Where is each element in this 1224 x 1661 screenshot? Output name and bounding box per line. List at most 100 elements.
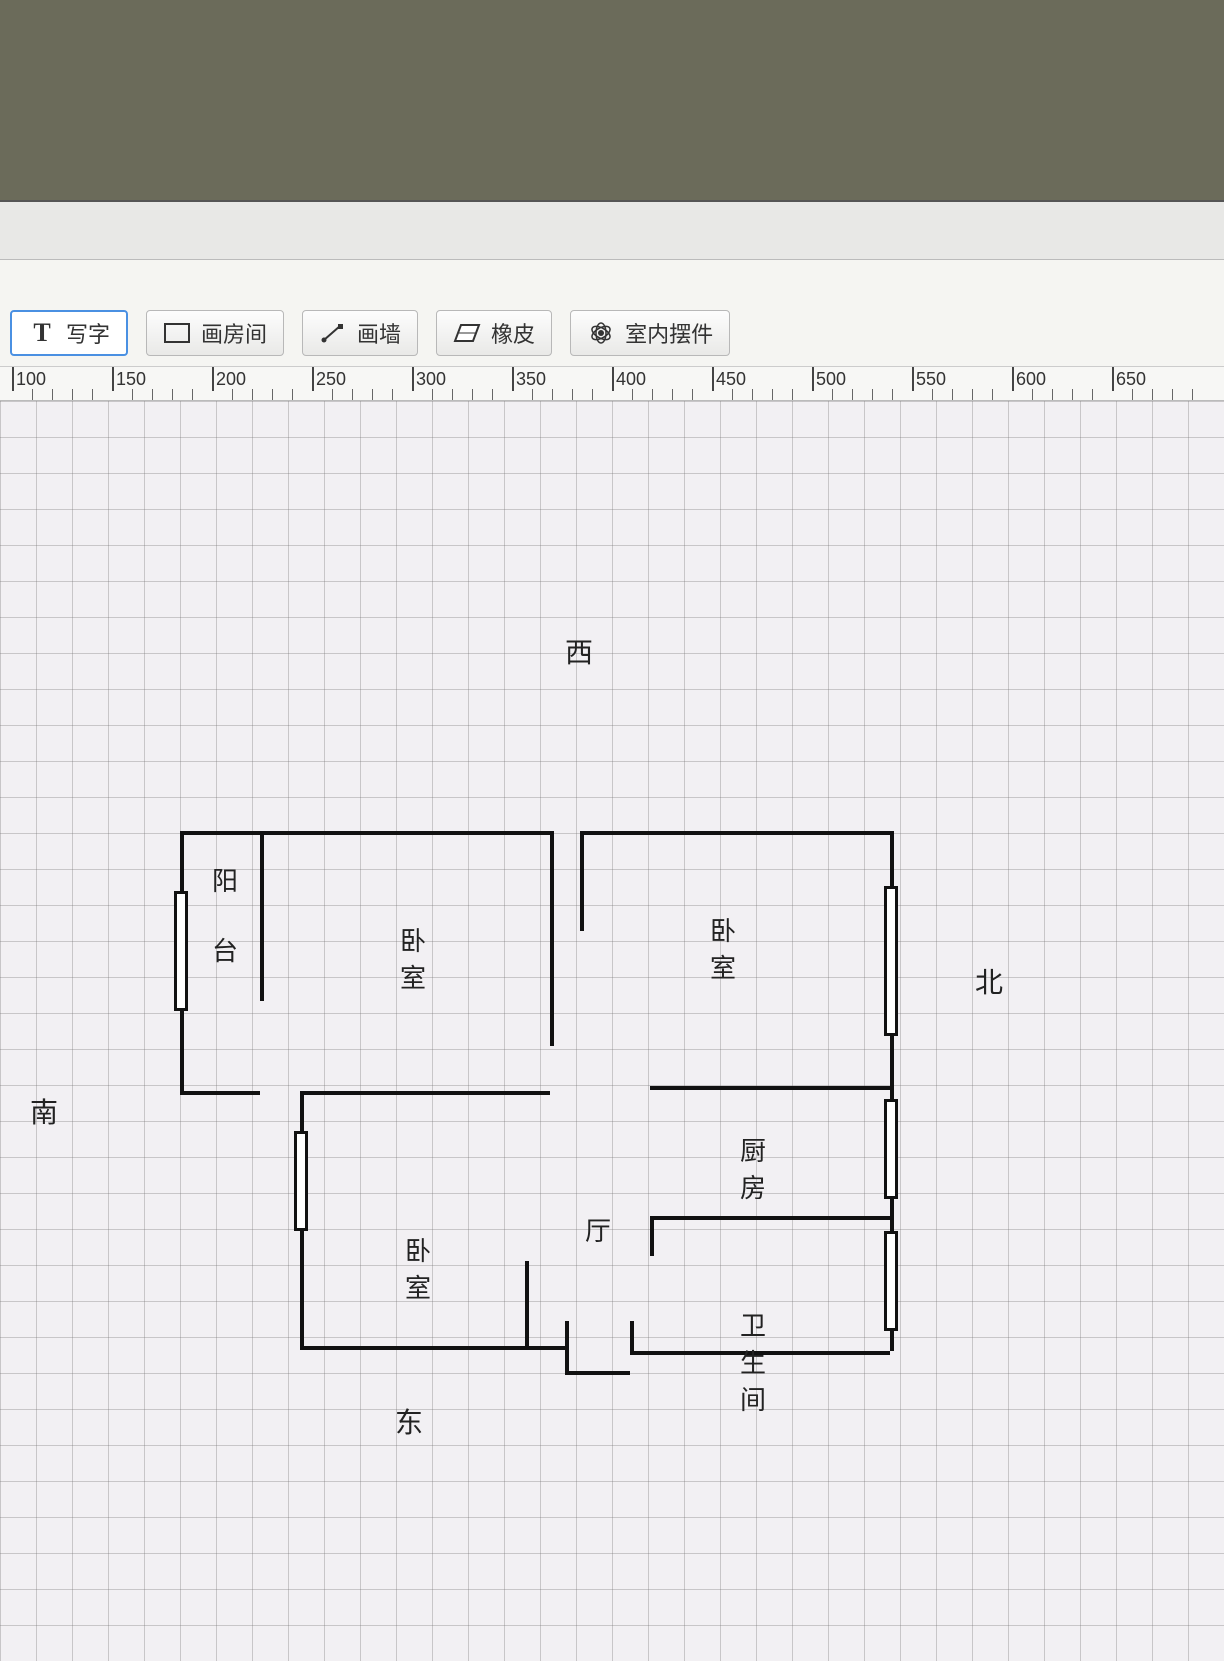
wall-segment[interactable] — [300, 1091, 550, 1095]
wall-segment[interactable] — [260, 831, 264, 1001]
wall-tool-button[interactable]: 画墙 — [302, 310, 418, 356]
ruler-minor-tick — [32, 389, 33, 401]
ruler-minor-tick — [552, 389, 553, 401]
ruler-minor-tick — [192, 389, 193, 401]
wall-segment[interactable] — [650, 1086, 890, 1090]
window-marker[interactable] — [174, 891, 188, 1011]
ruler-tick-label: 350 — [516, 369, 546, 390]
tool-label: 写字 — [66, 317, 110, 349]
window-marker[interactable] — [884, 1099, 898, 1199]
room-label[interactable]: 厅 — [585, 1211, 611, 1248]
ruler-minor-tick — [392, 389, 393, 401]
ruler-minor-tick — [132, 389, 133, 401]
ruler-minor-tick — [292, 389, 293, 401]
toolbar: T 写字 画房间 画墙 橡皮 — [10, 310, 1214, 356]
text-tool-button[interactable]: T 写字 — [10, 310, 128, 356]
ruler-minor-tick — [832, 389, 833, 401]
ruler-minor-tick — [1052, 389, 1053, 401]
ruler-minor-tick — [992, 389, 993, 401]
ruler-tick-label: 550 — [916, 369, 946, 390]
ruler-minor-tick — [352, 389, 353, 401]
ruler-minor-tick — [472, 389, 473, 401]
window-marker[interactable] — [294, 1131, 308, 1231]
rectangle-icon — [163, 321, 191, 345]
wall-segment[interactable] — [630, 1321, 634, 1351]
ruler-tick-label: 100 — [16, 369, 46, 390]
ruler-minor-tick — [772, 389, 773, 401]
ruler-minor-tick — [672, 389, 673, 401]
eraser-icon — [453, 321, 481, 345]
wall-line-icon — [319, 321, 347, 345]
window-marker[interactable] — [884, 886, 898, 1036]
ruler-minor-tick — [332, 389, 333, 401]
wall-segment[interactable] — [180, 1091, 260, 1095]
ruler-minor-tick — [1172, 389, 1173, 401]
room-tool-button[interactable]: 画房间 — [146, 310, 284, 356]
room-label[interactable]: 台 — [212, 931, 238, 968]
ruler-minor-tick — [972, 389, 973, 401]
horizontal-ruler: 100150200250300350400450500550600650 — [0, 367, 1224, 401]
wall-segment[interactable] — [180, 831, 550, 835]
wall-segment[interactable] — [650, 1216, 890, 1220]
compass-south: 南 — [30, 1091, 58, 1131]
ruler-tick-label: 150 — [116, 369, 146, 390]
ruler-minor-tick — [152, 389, 153, 401]
ruler-minor-tick — [872, 389, 873, 401]
wall-segment[interactable] — [580, 831, 584, 931]
tool-label: 画墙 — [357, 317, 401, 349]
room-label[interactable]: 厨房 — [740, 1131, 766, 1205]
window-titlebar — [0, 200, 1224, 260]
tool-label: 橡皮 — [491, 317, 535, 349]
ruler-minor-tick — [492, 389, 493, 401]
room-label[interactable]: 卧室 — [405, 1231, 431, 1305]
ruler-minor-tick — [692, 389, 693, 401]
ruler-minor-tick — [932, 389, 933, 401]
drawing-canvas[interactable]: 西 北 南 东 阳台卧室卧室卧室厅厨房卫生间 — [0, 401, 1224, 1661]
ruler-minor-tick — [1032, 389, 1033, 401]
ruler-minor-tick — [532, 389, 533, 401]
wall-segment[interactable] — [550, 831, 554, 1046]
tool-label: 画房间 — [201, 317, 267, 349]
ruler-tick-label: 650 — [1116, 369, 1146, 390]
wall-segment[interactable] — [580, 831, 890, 835]
ruler-minor-tick — [632, 389, 633, 401]
toolbar-region: T 写字 画房间 画墙 橡皮 — [0, 260, 1224, 367]
ruler-minor-tick — [1192, 389, 1193, 401]
wall-segment[interactable] — [525, 1261, 529, 1346]
ruler-tick-label: 450 — [716, 369, 746, 390]
ruler-tick-label: 400 — [616, 369, 646, 390]
compass-east: 东 — [395, 1401, 423, 1441]
ruler-minor-tick — [1152, 389, 1153, 401]
ruler-minor-tick — [1072, 389, 1073, 401]
ruler-minor-tick — [252, 389, 253, 401]
ruler-minor-tick — [732, 389, 733, 401]
ruler-minor-tick — [1132, 389, 1133, 401]
tool-label: 室内摆件 — [625, 317, 713, 349]
ruler-tick-label: 600 — [1016, 369, 1046, 390]
compass-west: 西 — [565, 631, 593, 671]
ruler-minor-tick — [752, 389, 753, 401]
text-icon: T — [28, 321, 56, 345]
ruler-tick-label: 200 — [216, 369, 246, 390]
wall-segment[interactable] — [300, 1346, 565, 1350]
ruler-tick-label: 500 — [816, 369, 846, 390]
ruler-minor-tick — [432, 389, 433, 401]
room-label[interactable]: 卫生间 — [740, 1306, 766, 1417]
room-label[interactable]: 阳 — [212, 861, 238, 898]
room-label[interactable]: 卧室 — [710, 911, 736, 985]
room-label[interactable]: 卧室 — [400, 921, 426, 995]
ruler-minor-tick — [172, 389, 173, 401]
eraser-tool-button[interactable]: 橡皮 — [436, 310, 552, 356]
wall-segment[interactable] — [565, 1321, 569, 1371]
window-marker[interactable] — [884, 1231, 898, 1331]
ruler-minor-tick — [852, 389, 853, 401]
ruler-minor-tick — [952, 389, 953, 401]
wall-segment[interactable] — [565, 1371, 630, 1375]
ruler-minor-tick — [72, 389, 73, 401]
furniture-tool-button[interactable]: 室内摆件 — [570, 310, 730, 356]
ruler-minor-tick — [1092, 389, 1093, 401]
ruler-minor-tick — [272, 389, 273, 401]
wall-segment[interactable] — [650, 1216, 654, 1256]
ruler-minor-tick — [92, 389, 93, 401]
ruler-tick-label: 250 — [316, 369, 346, 390]
